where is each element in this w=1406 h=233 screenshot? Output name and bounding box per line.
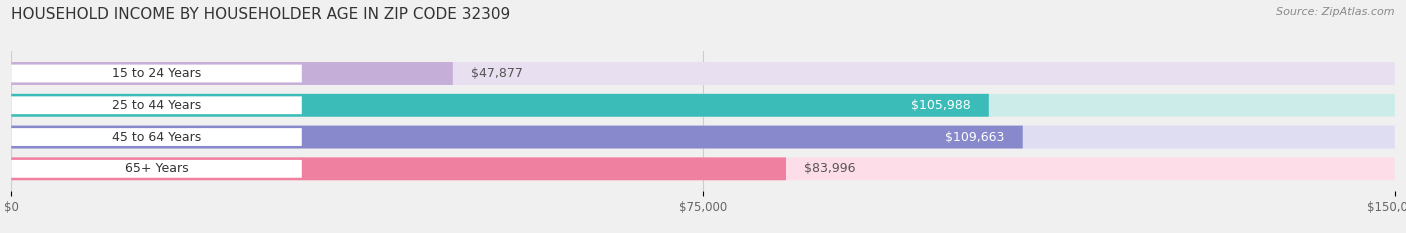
Text: $109,663: $109,663 [945,130,1004,144]
Text: 25 to 44 Years: 25 to 44 Years [112,99,201,112]
Text: HOUSEHOLD INCOME BY HOUSEHOLDER AGE IN ZIP CODE 32309: HOUSEHOLD INCOME BY HOUSEHOLDER AGE IN Z… [11,7,510,22]
FancyBboxPatch shape [11,62,1395,85]
FancyBboxPatch shape [11,94,988,117]
Text: $47,877: $47,877 [471,67,523,80]
FancyBboxPatch shape [11,96,302,114]
FancyBboxPatch shape [11,65,302,82]
FancyBboxPatch shape [11,128,302,146]
FancyBboxPatch shape [11,157,786,180]
Text: 45 to 64 Years: 45 to 64 Years [112,130,201,144]
Text: $83,996: $83,996 [804,162,856,175]
FancyBboxPatch shape [11,126,1395,148]
FancyBboxPatch shape [11,157,1395,180]
FancyBboxPatch shape [11,94,1395,117]
Text: 65+ Years: 65+ Years [125,162,188,175]
Text: $105,988: $105,988 [911,99,970,112]
FancyBboxPatch shape [11,126,1022,148]
FancyBboxPatch shape [11,62,453,85]
Text: Source: ZipAtlas.com: Source: ZipAtlas.com [1277,7,1395,17]
FancyBboxPatch shape [11,160,302,178]
Text: 15 to 24 Years: 15 to 24 Years [112,67,201,80]
